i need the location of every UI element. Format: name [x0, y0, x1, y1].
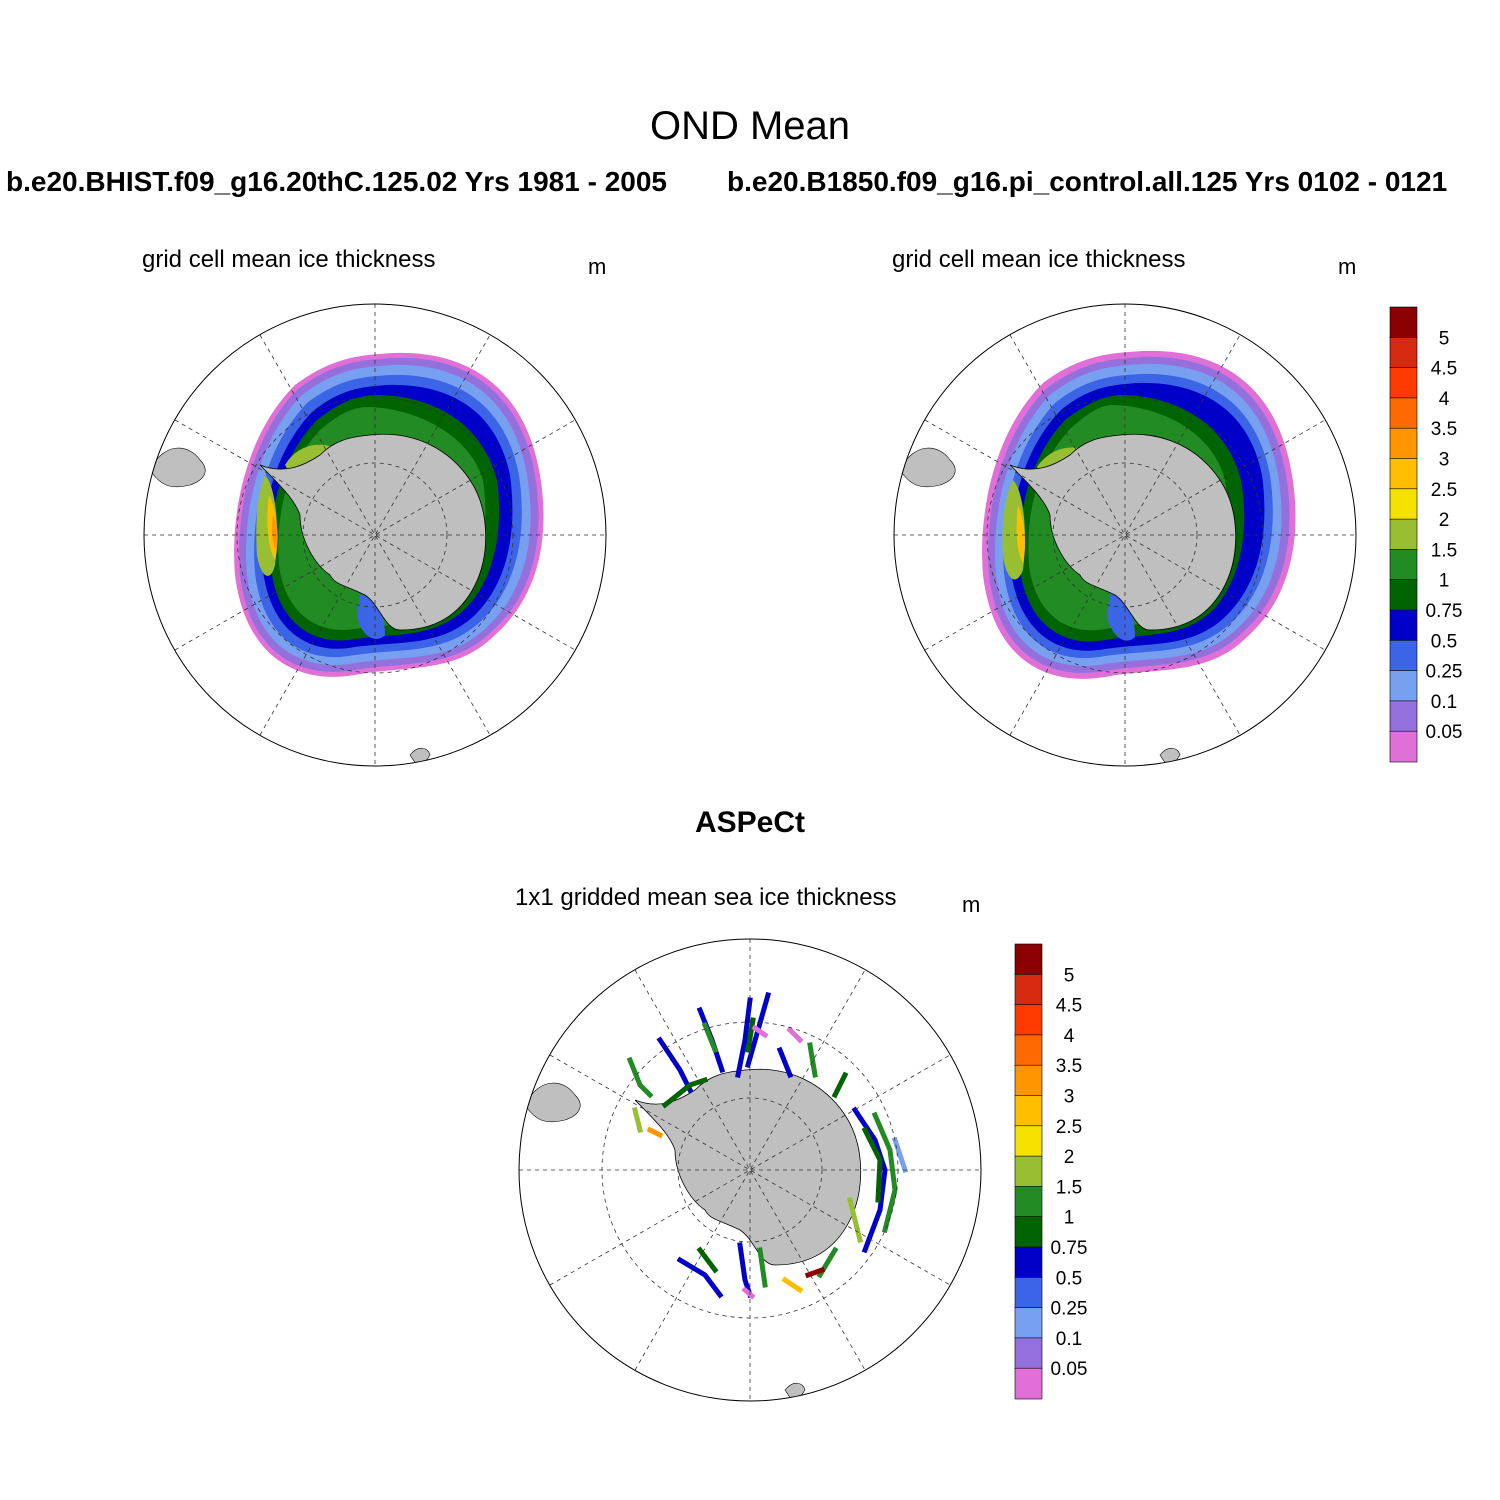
obs-colorbar-label: 0.5 — [1056, 1268, 1082, 1289]
obs-colorbar-swatch — [1014, 1004, 1043, 1036]
top-colorbar-label: 1 — [1439, 571, 1450, 592]
obs-colorbar-swatch — [1014, 943, 1043, 976]
top-colorbar-swatch — [1389, 549, 1418, 581]
top-colorbar-swatch — [1389, 670, 1418, 702]
obs-colorbar-swatch — [1014, 1246, 1043, 1279]
figure-title: OND Mean — [649, 104, 851, 148]
left-graticule — [144, 304, 606, 766]
obs-colorbar-swatch — [1014, 1095, 1043, 1127]
obs-colorbar-label: 0.05 — [1051, 1359, 1088, 1380]
obs-colorbar-label: 2 — [1064, 1147, 1075, 1168]
obs-colorbar-swatch — [1014, 1367, 1043, 1400]
top-colorbar-label: 4 — [1439, 389, 1450, 410]
obs-colorbar-swatch — [1014, 1155, 1043, 1188]
left-map-frame — [143, 303, 607, 767]
obs-panel-units: m — [962, 892, 981, 917]
top-colorbar-label: 3.5 — [1431, 419, 1457, 440]
top-colorbar-label: 0.5 — [1431, 631, 1457, 652]
top-colorbar-swatch — [1389, 488, 1418, 520]
right-panel-variable-label: grid cell mean ice thickness — [892, 246, 1186, 273]
obs-map — [519, 939, 981, 1401]
top-colorbar-swatch — [1389, 579, 1418, 611]
right-panel-case-title: b.e20.B1850.f09_g16.pi_control.all.125 Y… — [727, 166, 1448, 197]
top-colorbar-label: 5 — [1439, 328, 1450, 349]
obs-colorbar-swatch — [1014, 1337, 1043, 1370]
top-colorbar: 5 4.5 4 3.5 3 2.5 2 1.5 1 0.75 0.5 0.25 0.1 0.05 — [1389, 306, 1463, 763]
left-map — [144, 304, 606, 766]
obs-colorbar: 5 4.5 4 3.5 3 2.5 2 1.5 1 0.75 0.5 0.25 0.1 0.05 — [1014, 943, 1088, 1400]
top-colorbar-swatch — [1389, 336, 1418, 369]
obs-colorbar-label: 0.1 — [1056, 1329, 1082, 1350]
right-map-frame — [893, 303, 1357, 767]
obs-colorbar-label: 1.5 — [1056, 1177, 1082, 1198]
obs-colorbar-swatch — [1014, 973, 1043, 1006]
top-colorbar-label: 0.25 — [1426, 662, 1463, 683]
obs-colorbar-label: 0.25 — [1051, 1299, 1088, 1320]
obs-colorbar-label: 0.75 — [1051, 1238, 1088, 1259]
top-colorbar-swatch — [1389, 518, 1418, 551]
top-colorbar-label: 0.1 — [1431, 692, 1457, 713]
obs-colorbar-label: 3 — [1064, 1087, 1075, 1108]
top-colorbar-label: 1.5 — [1431, 540, 1457, 561]
obs-colorbar-label: 4.5 — [1056, 996, 1082, 1017]
top-colorbar-label: 4.5 — [1431, 359, 1457, 380]
top-colorbar-swatch — [1389, 730, 1418, 763]
obs-panel-title: ASPeCt — [694, 806, 806, 839]
top-colorbar-swatch — [1389, 427, 1418, 460]
obs-panel-variable-label: 1x1 gridded mean sea ice thickness — [515, 884, 897, 911]
obs-colorbar-label: 3.5 — [1056, 1056, 1082, 1077]
right-other-landmasses — [899, 447, 1181, 766]
obs-colorbar-swatch — [1014, 1125, 1043, 1157]
left-panel-case-title: b.e20.BHIST.f09_g16.20thC.125.02 Yrs 198… — [6, 166, 667, 197]
obs-ship-track-observations — [626, 991, 909, 1300]
top-colorbar-swatch — [1389, 700, 1418, 733]
obs-colorbar-label: 2.5 — [1056, 1117, 1082, 1138]
top-colorbar-label: 0.75 — [1426, 601, 1463, 622]
left-panel-variable-label: grid cell mean ice thickness — [142, 246, 436, 273]
obs-colorbar-swatch — [1014, 1277, 1043, 1309]
top-colorbar-swatch — [1389, 367, 1418, 399]
right-panel-units: m — [1338, 254, 1357, 279]
right-graticule — [894, 304, 1356, 766]
top-colorbar-swatch — [1389, 458, 1418, 490]
obs-colorbar-swatch — [1014, 1064, 1043, 1097]
top-colorbar-label: 3 — [1439, 450, 1450, 471]
obs-colorbar-swatch — [1014, 1034, 1043, 1067]
top-colorbar-swatch — [1389, 397, 1418, 429]
top-colorbar-swatch — [1389, 306, 1418, 339]
obs-colorbar-label: 1 — [1064, 1208, 1075, 1229]
obs-map-frame — [518, 938, 982, 1402]
obs-colorbar-swatch — [1014, 1186, 1043, 1218]
obs-colorbar-label: 5 — [1064, 965, 1075, 986]
top-colorbar-swatch — [1389, 609, 1418, 642]
top-colorbar-label: 2.5 — [1431, 480, 1457, 501]
obs-colorbar-swatch — [1014, 1216, 1043, 1248]
obs-other-landmasses — [524, 1082, 806, 1401]
right-map — [894, 304, 1356, 766]
obs-antarctica-landmass — [634, 1068, 862, 1266]
top-colorbar-label: 2 — [1439, 510, 1450, 531]
top-colorbar-label: 0.05 — [1426, 722, 1463, 743]
obs-graticule — [519, 939, 981, 1401]
top-colorbar-swatch — [1389, 639, 1418, 672]
left-panel-units: m — [588, 254, 607, 279]
left-antarctica-landmass — [259, 433, 487, 631]
left-other-landmasses — [149, 447, 431, 766]
obs-colorbar-swatch — [1014, 1307, 1043, 1339]
obs-colorbar-label: 4 — [1064, 1026, 1075, 1047]
right-antarctica-landmass — [1009, 433, 1237, 631]
